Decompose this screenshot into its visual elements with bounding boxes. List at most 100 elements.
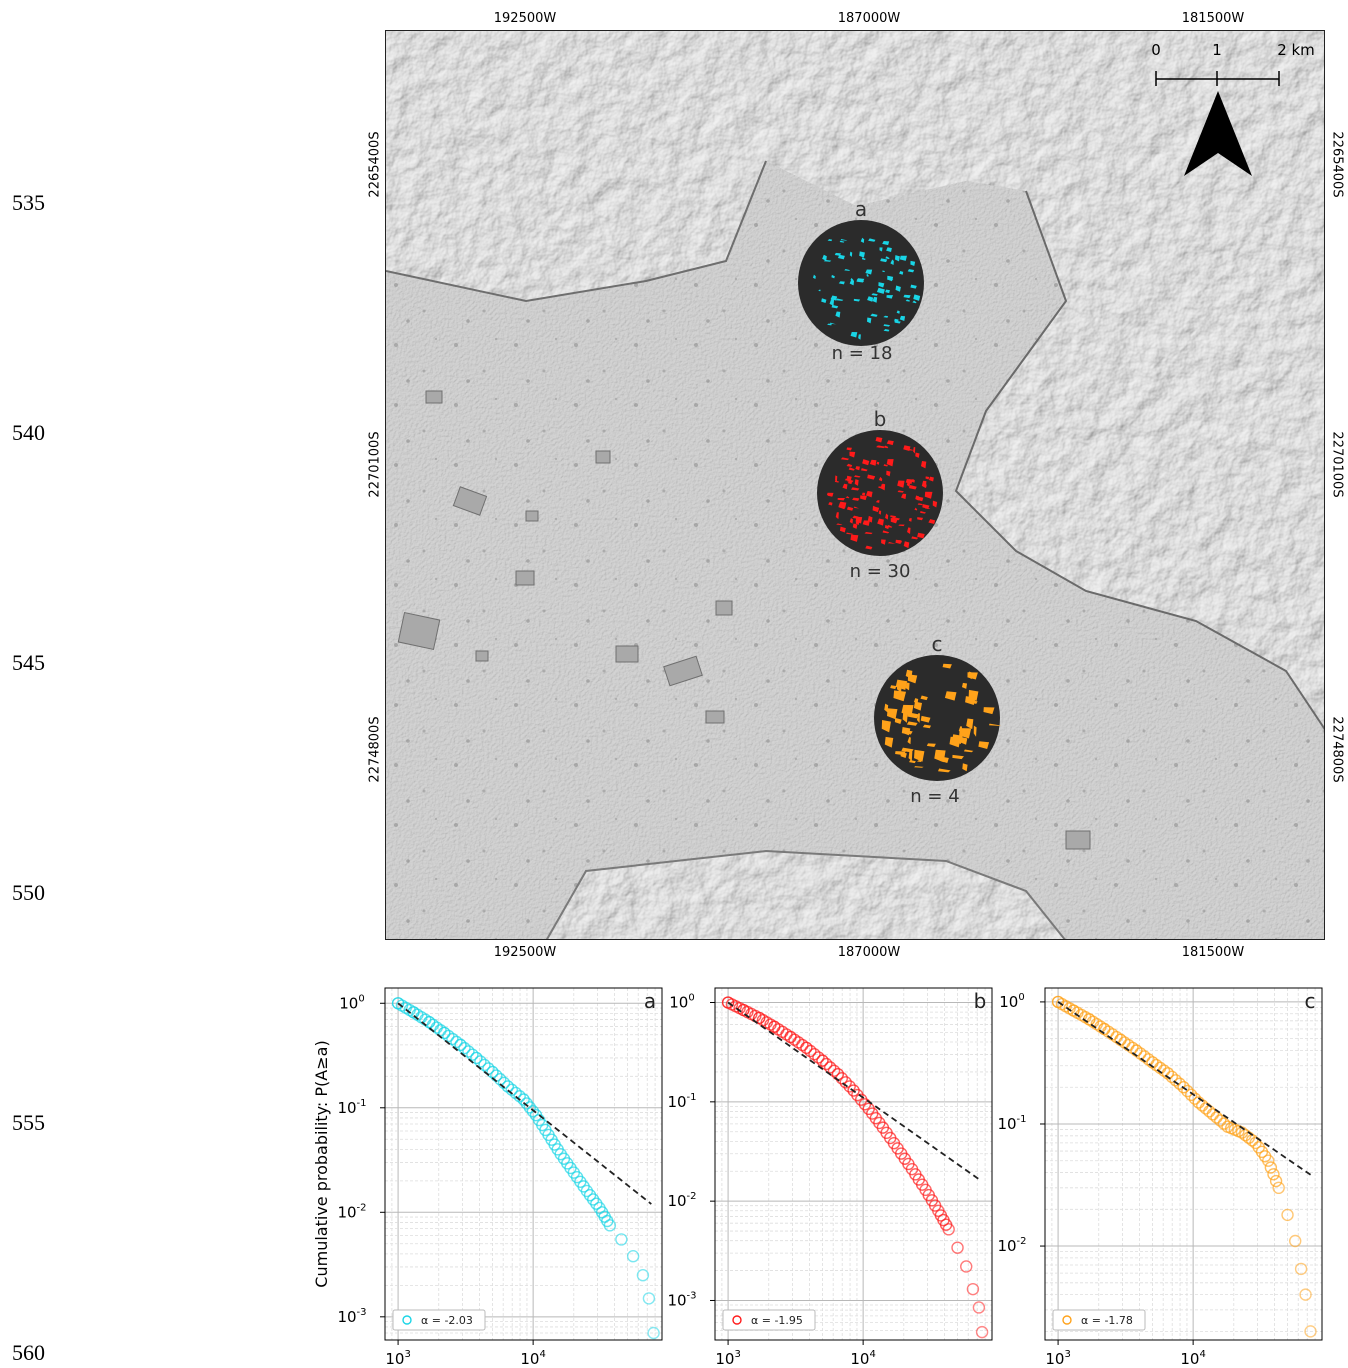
y-tick-label: 10-1 [337,1098,366,1117]
iceberg-fragment [823,259,832,262]
data-point [513,1090,526,1103]
iceberg-fragment [879,247,883,252]
data-point [812,1051,825,1064]
iceberg-fragment [861,492,866,496]
iceberg-fragment [909,760,916,764]
map-left-tick: 2274800S [367,716,383,783]
site-count: n = 18 [832,343,893,364]
data-point [975,1325,989,1339]
iceberg-fragment [865,269,873,275]
iceberg-fragment [877,518,884,526]
iceberg-fragment [882,240,890,246]
iceberg-fragment [914,766,924,768]
legend-label: α = -2.03 [421,1314,473,1327]
iceberg-fragment [920,510,926,514]
y-tick-label: 100 [669,993,694,1012]
iceberg-fragment [900,751,907,759]
iceberg-fragment [867,296,874,302]
site-label: c [932,632,943,656]
iceberg-fragment [867,474,876,480]
iceberg-fragments [881,663,1001,773]
data-point [1258,1150,1272,1163]
iceberg-fragment [873,505,876,509]
data-point [902,1157,915,1171]
data-point [823,1061,837,1074]
iceberg-fragment [881,720,891,733]
iceberg-fragment [907,736,911,745]
data-point [939,1218,953,1231]
iceberg-fragment [891,516,900,521]
iceberg-fragment [913,701,923,711]
iceberg-fragment [838,281,845,285]
iceberg-fragment [848,467,855,471]
data-point [642,1292,656,1305]
iceberg-fragment [978,741,990,750]
iceberg-fragment [903,294,911,299]
legend-box [392,1309,486,1331]
iceberg-fragment [862,257,866,261]
hillshade-map: 0 1 2 km a n = 18 b n = 30 c n = 4 [385,30,1325,940]
iceberg-fragment [969,700,978,704]
x-tick-label: 103 [715,1349,740,1368]
data-point [804,1044,817,1058]
map-top-tick: 187000W [837,11,901,26]
iceberg-fragment [827,493,833,497]
panel-label: a [644,989,656,1013]
iceberg-fragment [865,545,873,550]
iceberg-fragment [963,749,974,753]
iceberg-fragment [907,527,911,534]
iceberg-fragment [845,496,850,499]
iceberg-fragment [884,703,889,713]
legend-label: α = -1.78 [1081,1314,1133,1327]
iceberg-fragment [914,507,918,511]
iceberg-fragment [925,476,930,480]
legend-box [722,1309,816,1331]
data-point [1272,1181,1285,1195]
iceberg-fragment [905,682,910,691]
data-point [1177,1081,1190,1094]
y-axis-label: Cumulative probability: P(A≥a) [312,1040,331,1287]
iceberg-fragment [839,526,846,533]
data-point [928,1199,942,1212]
iceberg-fragment [887,708,898,720]
power-law-fit-line [1057,1001,1312,1177]
panel-label: b [974,989,987,1013]
y-tick-label: 100 [999,992,1024,1011]
iceberg-fragment [884,736,894,748]
iceberg-fragment [906,480,911,488]
plot-area [385,988,662,1340]
iceberg-fragment [894,717,902,724]
iceberg-fragment [908,751,913,762]
iceberg-fragment [883,445,889,449]
iceberg-fragment [829,299,835,306]
sample-site-b: b n = 30 [817,407,943,582]
iceberg-fragment [958,726,962,733]
iceberg-fragment [886,470,891,477]
iceberg-fragment [920,715,931,723]
iceberg-fragment [864,532,873,535]
data-point [454,1038,467,1052]
data-point [523,1101,536,1114]
iceberg-fragment [855,466,860,471]
data-point [446,1032,459,1046]
iceberg-fragment [882,530,890,534]
sample-sites: a n = 18 b n = 30 c n = 4 [798,197,1001,807]
north-arrow-icon [1184,91,1252,176]
iceberg-fragment [872,296,878,303]
iceberg-fragment [988,723,1001,726]
iceberg-fragment [907,674,918,684]
legend-marker [732,1315,742,1325]
line-number: 535 [12,190,45,215]
data-point [1269,1174,1283,1188]
x-tick-label: 104 [520,1349,545,1368]
iceberg-fragment [846,532,854,535]
data-point [1289,1234,1302,1248]
iceberg-fragment [837,497,845,501]
data-point [796,1038,809,1052]
iceberg-fragment [915,452,920,458]
iceberg-fragment [834,480,840,483]
data-point [1214,1114,1227,1127]
iceberg-fragment [883,329,890,332]
data-point [1173,1077,1186,1090]
data-point [1199,1102,1212,1115]
